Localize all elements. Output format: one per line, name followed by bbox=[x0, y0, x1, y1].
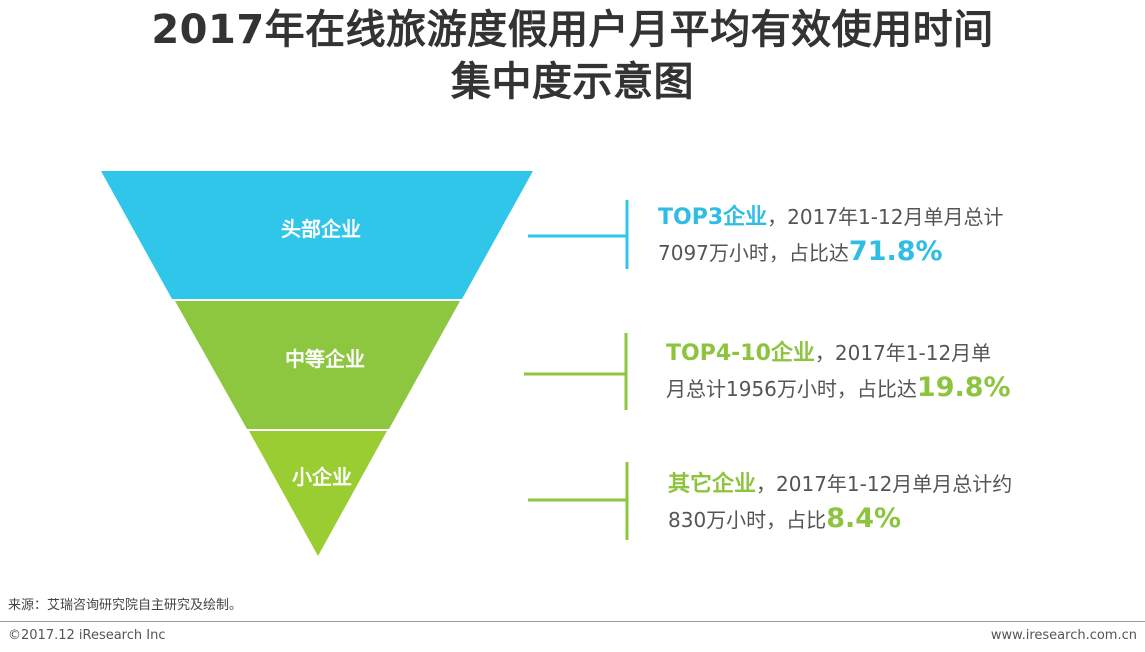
info-bottom-text-a: ，2017年1-12月单月总计约 bbox=[756, 472, 1013, 496]
footer-website: www.iresearch.com.cn bbox=[990, 628, 1137, 643]
footer-copyright: ©2017.12 iResearch Inc bbox=[8, 628, 166, 643]
info-bottom-text-b: 830万小时，占比 bbox=[668, 508, 827, 532]
info-middle-line-1: TOP4-10企业，2017年1-12月单 bbox=[666, 336, 1011, 371]
funnel-segment-top bbox=[101, 171, 533, 299]
info-top-text-a: ，2017年1-12月单月总计 bbox=[767, 205, 1004, 229]
info-top-percent: 71.8% bbox=[848, 236, 943, 267]
info-middle-highlight: TOP4-10企业 bbox=[666, 341, 815, 366]
info-bottom-highlight: 其它企业 bbox=[668, 472, 757, 497]
segment-label-bottom: 小企业 bbox=[292, 465, 352, 489]
info-block-bottom: 其它企业，2017年1-12月单月总计约 830万小时，占比8.4% bbox=[668, 467, 1012, 537]
info-middle-line-2: 月总计1956万小时，占比达19.8% bbox=[666, 371, 1011, 406]
segment-label-middle: 中等企业 bbox=[285, 347, 365, 371]
source-note: 来源：艾瑞咨询研究院自主研究及绘制。 bbox=[8, 598, 243, 613]
info-bottom-line-2: 830万小时，占比8.4% bbox=[668, 502, 1012, 537]
funnel-segment-bottom bbox=[249, 431, 387, 556]
page-title-line-1: 2017年在线旅游度假用户月平均有效使用时间 bbox=[151, 7, 994, 53]
info-bottom-line-1: 其它企业，2017年1-12月单月总计约 bbox=[668, 467, 1012, 502]
info-block-top: TOP3企业，2017年1-12月单月总计 7097万小时，占比达71.8% bbox=[658, 200, 1003, 270]
info-block-middle: TOP4-10企业，2017年1-12月单 月总计1956万小时，占比达19.8… bbox=[666, 336, 1011, 406]
info-middle-text-a: ，2017年1-12月单 bbox=[814, 341, 992, 365]
funnel-segment-middle bbox=[175, 301, 460, 429]
info-top-line-2: 7097万小时，占比达71.8% bbox=[658, 235, 1003, 270]
info-top-text-b: 7097万小时，占比达 bbox=[658, 241, 849, 265]
info-top-highlight: TOP3企业 bbox=[658, 205, 768, 230]
info-bottom-percent: 8.4% bbox=[826, 503, 902, 534]
segment-label-top: 头部企业 bbox=[281, 217, 361, 241]
info-middle-percent: 19.8% bbox=[916, 372, 1011, 403]
page-title-line-2: 集中度示意图 bbox=[451, 59, 694, 105]
info-middle-text-b: 月总计1956万小时，占比达 bbox=[666, 377, 917, 401]
footer-divider bbox=[0, 621, 1145, 622]
info-top-line-1: TOP3企业，2017年1-12月单月总计 bbox=[658, 200, 1003, 235]
